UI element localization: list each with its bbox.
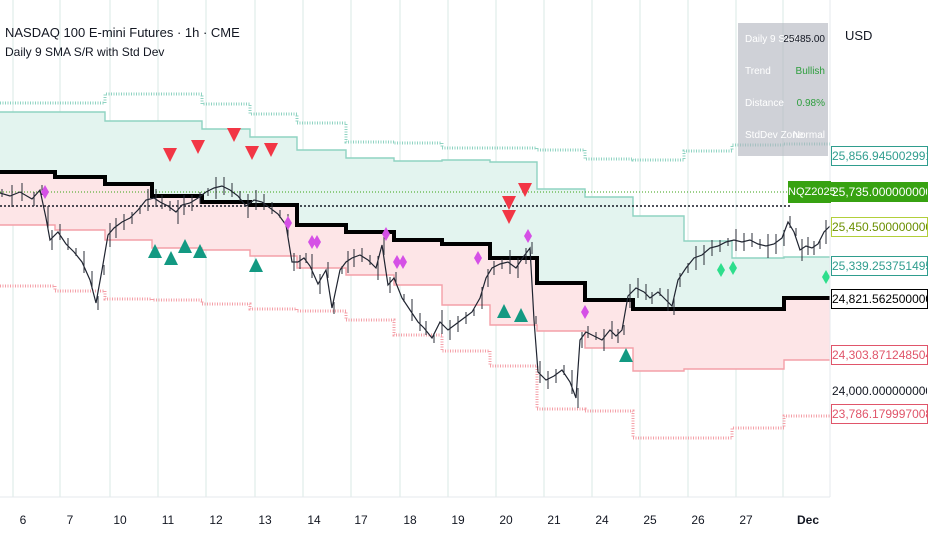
- zone-diamond: [729, 261, 737, 275]
- info-value: Normal: [792, 130, 825, 141]
- time-tick: 24: [595, 513, 609, 527]
- info-value: Bullish: [795, 66, 825, 77]
- chart-legend: NASDAQ 100 E-mini Futures · 1h · CME Dai…: [5, 24, 240, 61]
- upper-band-2: [0, 92, 830, 162]
- info-value: 0.98%: [796, 98, 825, 109]
- sell-signal-marker: [227, 128, 241, 142]
- currency-selector[interactable]: USD: [845, 28, 873, 43]
- deviation-diamond: [393, 255, 401, 269]
- price-label-upper-band-2[interactable]: 25,856.9450029912: [831, 146, 928, 166]
- sell-signal-marker: [163, 148, 177, 162]
- price-series: [0, 177, 831, 408]
- info-label: StdDev Zone: [745, 130, 804, 141]
- bull-zone: [0, 112, 830, 309]
- sell-signal-marker: [264, 143, 278, 157]
- price-label-lower-band-2[interactable]: 23,786.1799970088: [831, 404, 928, 424]
- deviation-diamond: [474, 251, 482, 265]
- time-tick: 7: [66, 513, 74, 527]
- time-tick: Dec: [796, 513, 819, 527]
- reference-lines: [0, 191, 830, 207]
- symbol-badge[interactable]: NQZ2025: [788, 181, 836, 203]
- sell-signal-marker: [518, 183, 532, 197]
- bear-zone: [0, 172, 830, 371]
- time-tick: 17: [354, 513, 368, 527]
- lower-band-1: [0, 224, 830, 372]
- info-row-trend: Trend Bullish: [738, 59, 828, 85]
- time-tick: 19: [451, 513, 465, 527]
- sma-line: [0, 170, 830, 311]
- time-tick: 21: [547, 513, 561, 527]
- time-tick: 13: [258, 513, 272, 527]
- buy-signal-marker: [514, 308, 528, 322]
- sell-signal-marker: [191, 140, 205, 154]
- info-label: Distance: [745, 98, 784, 109]
- deviation-diamond: [41, 185, 49, 199]
- lower-band-2: [0, 284, 830, 440]
- time-tick: 11: [161, 513, 175, 527]
- info-row-sma: Daily 9 SMA 25485.00: [738, 27, 828, 53]
- price-label-lower-band-1[interactable]: 24,303.8712485044: [831, 345, 928, 365]
- deviation-diamond: [313, 235, 321, 249]
- price-label-sma[interactable]: 24,821.5625000000: [831, 289, 928, 309]
- zone-diamond: [822, 270, 830, 284]
- deviation-diamond: [399, 255, 407, 269]
- time-tick: 27: [739, 513, 753, 527]
- buy-signal-marker: [164, 251, 178, 265]
- price-label-last[interactable]: 25,735.0000000000: [831, 182, 928, 202]
- info-row-distance: Distance 0.98%: [738, 91, 828, 117]
- buy-signal-marker: [619, 348, 633, 362]
- time-tick: 14: [307, 513, 321, 527]
- symbol-title[interactable]: NASDAQ 100 E-mini Futures · 1h · CME: [5, 25, 240, 40]
- deviation-diamond: [382, 227, 390, 241]
- indicator-info-table: Daily 9 SMA 25485.00 Trend Bullish Dista…: [738, 23, 828, 156]
- deviation-diamond: [308, 235, 316, 249]
- info-label: Daily 9 SMA: [745, 34, 801, 45]
- indicator-title[interactable]: Daily 9 SMA S/R with Std Dev: [5, 45, 165, 59]
- time-tick: 26: [691, 513, 705, 527]
- price-label-round: 24,000.0000000000: [831, 381, 928, 401]
- sell-signal-marker: [502, 196, 516, 210]
- price-label-previous-close[interactable]: 25,450.5000000000: [831, 217, 928, 237]
- time-tick: 6: [19, 513, 27, 527]
- signal-markers: [41, 128, 830, 362]
- band-fills: [0, 112, 830, 371]
- buy-signal-marker: [178, 239, 192, 253]
- buy-signal-marker: [497, 304, 511, 318]
- info-value: 25485.00: [783, 34, 825, 45]
- time-tick: 18: [403, 513, 417, 527]
- info-row-stddev-zone: StdDev Zone Normal: [738, 123, 828, 149]
- time-tick: 12: [209, 513, 223, 527]
- deviation-diamond: [284, 216, 292, 230]
- sma-line-path: [0, 170, 830, 311]
- deviation-diamond: [581, 305, 589, 319]
- deviation-bands: [0, 92, 830, 440]
- sell-signal-marker: [245, 146, 259, 160]
- buy-signal-marker: [193, 244, 207, 258]
- time-tick: 10: [113, 513, 127, 527]
- price-label-upper-band-1[interactable]: 25,339.2537514956: [831, 256, 928, 276]
- info-label: Trend: [745, 66, 771, 77]
- upper-band-1: [0, 111, 830, 259]
- price-line: [0, 185, 831, 399]
- zone-diamond: [717, 263, 725, 277]
- buy-signal-marker: [148, 244, 162, 258]
- sell-signal-marker: [502, 210, 516, 224]
- time-tick: 25: [643, 513, 657, 527]
- deviation-diamond: [524, 229, 532, 243]
- time-tick: 20: [499, 513, 513, 527]
- buy-signal-marker: [249, 258, 263, 272]
